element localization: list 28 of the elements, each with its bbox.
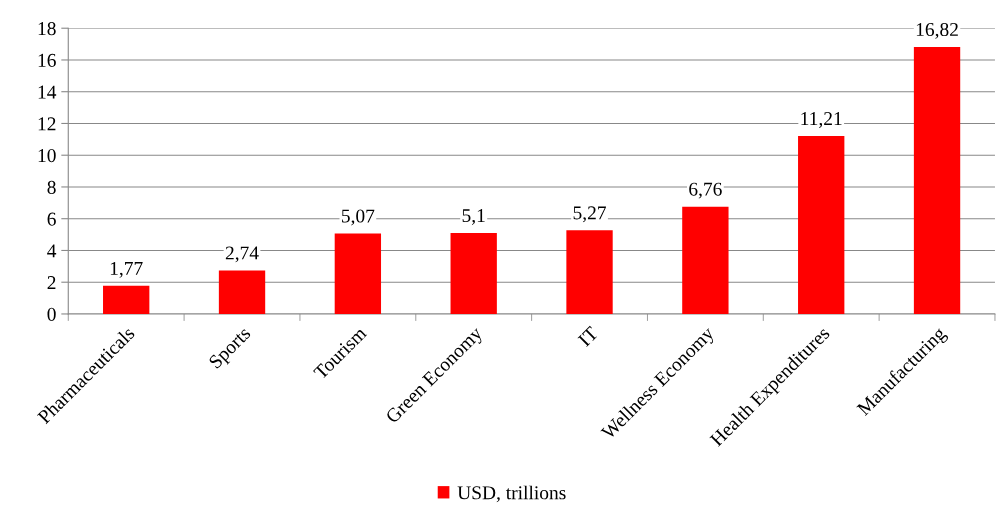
bar — [103, 285, 150, 314]
bar — [682, 206, 729, 314]
y-tick-label: 18 — [38, 22, 56, 36]
data-label: 11,21 — [801, 112, 842, 128]
x-tick-label: IT — [577, 325, 599, 348]
y-tick-label: 6 — [47, 212, 56, 226]
y-tick-label: 14 — [38, 85, 57, 99]
bar — [334, 233, 382, 314]
bar — [798, 136, 845, 314]
y-tick-label: 12 — [38, 117, 56, 131]
data-label: 5,07 — [341, 209, 375, 226]
bar — [450, 233, 497, 314]
y-tick-label: 2 — [47, 276, 56, 289]
data-label: 16,82 — [916, 22, 958, 39]
legend-label: USD, trillions — [457, 485, 566, 503]
y-tick-label: 10 — [38, 149, 56, 163]
data-label: 6,76 — [689, 182, 722, 199]
bar — [566, 230, 613, 314]
data-label: 5,27 — [573, 206, 606, 223]
data-label: 5,1 — [462, 209, 485, 225]
bar — [913, 46, 961, 314]
data-label: 2,74 — [225, 246, 259, 263]
y-tick-label: 8 — [47, 180, 56, 194]
bar — [218, 270, 266, 314]
y-tick-label: 16 — [38, 53, 56, 67]
data-label: 1,77 — [110, 261, 143, 278]
y-tick-label: 4 — [47, 244, 57, 258]
y-tick-label: 0 — [47, 307, 56, 321]
